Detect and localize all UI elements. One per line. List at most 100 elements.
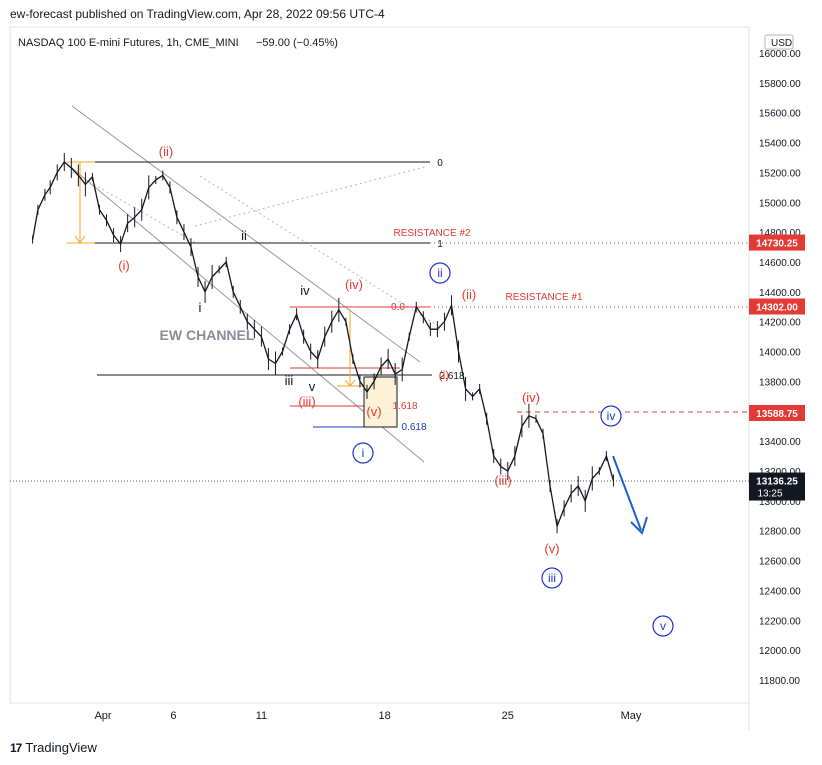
wave-label-circled: i bbox=[362, 446, 365, 460]
fib-2618-label: 2.618 bbox=[439, 371, 464, 382]
wave-label-red: (v) bbox=[544, 541, 559, 556]
price-tag-label: 14730.25 bbox=[756, 239, 798, 250]
price-tick-label: 13800.00 bbox=[759, 377, 801, 388]
footer-brand: TradingView bbox=[25, 740, 97, 755]
price-tick-label: 12800.00 bbox=[759, 527, 801, 538]
wave-label-circled: iii bbox=[548, 571, 556, 585]
wave-label-red: (v) bbox=[366, 404, 381, 419]
price-tick-label: 12400.00 bbox=[759, 586, 801, 597]
ew-channel-label: EW CHANNEL bbox=[160, 327, 255, 343]
last-price-bg bbox=[749, 472, 805, 501]
resistance-1-label: RESISTANCE #1 bbox=[505, 292, 582, 303]
channel-dotted-line bbox=[194, 166, 426, 227]
time-axis: Apr 6 11 18 25 May bbox=[94, 710, 641, 722]
price-tick-label: 14800.00 bbox=[759, 228, 801, 239]
change-value: −59.00 (−0.45%) bbox=[256, 37, 338, 49]
countdown-label: 13:25 bbox=[757, 489, 782, 500]
time-tick-label: Apr bbox=[94, 710, 111, 722]
wave-circle-icon bbox=[352, 442, 374, 464]
forecast-arrow-line bbox=[612, 455, 642, 531]
price-tag-label: 13588.75 bbox=[756, 409, 798, 420]
wave-label-red: (iii) bbox=[298, 394, 315, 409]
footer: 17 TradingView bbox=[10, 740, 97, 755]
wave-label-circled: ii bbox=[437, 266, 442, 280]
fib-red-0-label: 0.0 bbox=[391, 302, 405, 313]
wave-circle-icon bbox=[541, 567, 563, 589]
fib-0618-label: 0.618 bbox=[401, 422, 426, 433]
price-tick-label: 11800.00 bbox=[759, 676, 800, 687]
price-tick-label: 13400.00 bbox=[759, 437, 801, 448]
symbol-line: NASDAQ 100 E-mini Futures, 1h, CME_MINI bbox=[18, 37, 239, 49]
price-tag-bg bbox=[749, 404, 805, 421]
price-tag-bg bbox=[749, 234, 805, 251]
wave-circle-icon bbox=[429, 262, 451, 284]
price-series-line bbox=[31, 161, 615, 529]
wave-circle-icon bbox=[652, 615, 674, 637]
wave-label-black: v bbox=[309, 379, 316, 394]
price-tick-label: 12600.00 bbox=[759, 557, 801, 568]
time-tick-label: 25 bbox=[502, 710, 514, 722]
currency-badge: USD bbox=[764, 34, 794, 50]
wave-label-red: (ii) bbox=[462, 287, 476, 302]
last-price-label: 13136.25 bbox=[756, 477, 798, 488]
wave-label-red: (i) bbox=[118, 258, 130, 273]
channel-upper-line bbox=[71, 105, 421, 363]
wave-label-black: iv bbox=[300, 283, 310, 298]
fib-1618-label: 1.618 bbox=[392, 401, 417, 412]
time-tick-label: 6 bbox=[170, 710, 176, 722]
price-tick-label: 14200.00 bbox=[759, 318, 801, 329]
target-zone bbox=[363, 376, 398, 428]
wave-label-black: ii bbox=[241, 228, 247, 243]
price-tick-label: 12000.00 bbox=[759, 646, 801, 657]
price-tick-label: 13200.00 bbox=[759, 467, 801, 478]
wave-label-circled: v bbox=[660, 619, 666, 633]
price-tag: 14302.00 bbox=[749, 298, 805, 315]
wave-label-red: (iii) bbox=[494, 473, 511, 488]
price-tick-label: 14000.00 bbox=[759, 348, 801, 359]
chart-frame bbox=[9, 26, 750, 704]
wave-label-circled: iv bbox=[607, 409, 616, 423]
time-tick-label: May bbox=[621, 710, 642, 722]
drawings bbox=[10, 105, 749, 535]
forecast-arrow-icon bbox=[630, 516, 648, 535]
price-tick-label: 16000.00 bbox=[759, 49, 801, 60]
orange-arrow-icon-2 bbox=[344, 379, 356, 387]
time-tick-label: 18 bbox=[378, 710, 390, 722]
price-axis: 16000.00 15800.00 15600.00 15400.00 15200.00… bbox=[759, 34, 801, 687]
price-tick-label: 14400.00 bbox=[759, 288, 801, 299]
price-tick-label: 14600.00 bbox=[759, 258, 801, 269]
wave-label-red: (iv) bbox=[522, 390, 540, 405]
price-tick-label: 15800.00 bbox=[759, 79, 801, 90]
price-tick-label: 15400.00 bbox=[759, 139, 801, 150]
price-tag: 14730.25 bbox=[749, 234, 805, 251]
publisher-line: ew-forecast published on TradingView.com… bbox=[10, 7, 385, 21]
wave-label-red: (i) bbox=[439, 368, 450, 382]
time-tick-label: 11 bbox=[256, 710, 267, 722]
wave-label-red: (iv) bbox=[345, 277, 363, 292]
wave-label-black: iii bbox=[285, 373, 294, 388]
price-tag-label: 14302.00 bbox=[756, 302, 798, 313]
price-tick-label: 15000.00 bbox=[759, 198, 801, 209]
fib-dotted-line-2 bbox=[199, 175, 441, 328]
price-series bbox=[31, 152, 615, 534]
wave-label-black: i bbox=[199, 300, 202, 315]
price-tag: 13588.75 bbox=[749, 404, 805, 421]
fib-dotted-line bbox=[71, 171, 197, 244]
fib-0-label: 0 bbox=[437, 158, 443, 169]
price-tag-bg bbox=[749, 298, 805, 315]
tradingview-logo-icon: 17 bbox=[10, 740, 22, 755]
fib-1-label: 1 bbox=[437, 239, 443, 250]
price-tick-label: 15200.00 bbox=[759, 168, 801, 179]
annotations: EW CHANNEL RESISTANCE #2 RESISTANCE #1 0 1 0.… bbox=[118, 144, 674, 637]
price-tick-label: 12200.00 bbox=[759, 616, 801, 627]
wave-label-red: (ii) bbox=[159, 144, 173, 159]
orange-arrow-icon bbox=[74, 235, 86, 244]
price-tick-label: 13000.00 bbox=[759, 497, 801, 508]
currency-label: USD bbox=[771, 38, 792, 49]
resistance-2-label: RESISTANCE #2 bbox=[393, 228, 470, 239]
price-tick-label: 15600.00 bbox=[759, 109, 801, 120]
wave-circle-icon bbox=[600, 405, 622, 427]
